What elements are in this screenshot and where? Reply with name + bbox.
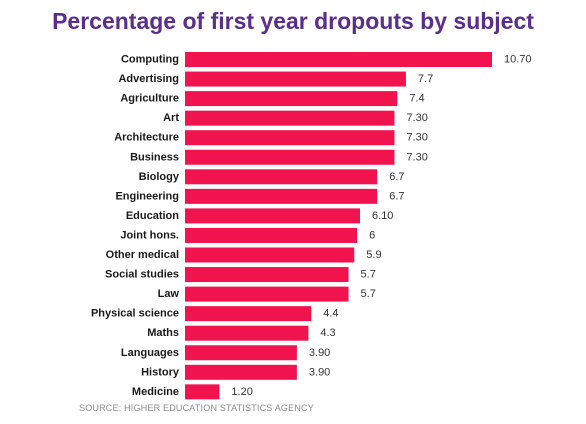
bar-medicine	[185, 384, 220, 400]
value-label-languages: 3.90	[309, 347, 330, 359]
value-label-agriculture: 7.4	[409, 93, 424, 105]
bar-languages	[185, 345, 297, 361]
value-label-history: 3.90	[309, 366, 330, 378]
value-label-social-studies: 5.7	[361, 269, 376, 281]
bar-history	[185, 364, 297, 380]
category-label-advertising: Advertising	[118, 73, 179, 85]
bar-agriculture	[185, 91, 398, 107]
category-label-medicine: Medicine	[132, 386, 179, 398]
category-label-business: Business	[130, 151, 179, 163]
value-label-business: 7.30	[406, 151, 427, 163]
value-label-law: 5.7	[361, 288, 376, 300]
bar-business	[185, 149, 395, 165]
category-label-engineering: Engineering	[115, 190, 179, 202]
bar-art	[185, 110, 395, 126]
category-label-art: Art	[163, 112, 179, 124]
chart-source-note: SOURCE: HIGHER EDUCATION STATISTICS AGEN…	[79, 403, 314, 413]
bar-other-medical	[185, 247, 355, 263]
value-label-physical-science: 4.4	[323, 308, 338, 320]
value-label-art: 7.30	[406, 112, 427, 124]
category-label-education: Education	[126, 210, 179, 222]
category-label-history: History	[141, 366, 180, 378]
bar-advertising	[185, 71, 406, 87]
bar-physical-science	[185, 306, 312, 322]
value-label-engineering: 6.7	[389, 190, 404, 202]
category-label-agriculture: Agriculture	[120, 93, 179, 105]
value-label-medicine: 1.20	[231, 386, 252, 398]
bar-education	[185, 208, 361, 224]
category-label-languages: Languages	[121, 347, 179, 359]
value-label-maths: 4.3	[320, 327, 335, 339]
bar-architecture	[185, 130, 395, 146]
bar-engineering	[185, 188, 378, 204]
bar-biology	[185, 169, 378, 185]
category-label-social-studies: Social studies	[105, 269, 179, 281]
category-label-physical-science: Physical science	[91, 308, 179, 320]
bar-law	[185, 286, 349, 302]
category-label-law: Law	[158, 288, 180, 300]
value-label-education: 6.10	[372, 210, 393, 222]
category-label-computing: Computing	[121, 54, 179, 66]
value-label-other-medical: 5.9	[366, 249, 381, 261]
bar-joint-hons	[185, 227, 358, 243]
category-label-biology: Biology	[139, 171, 180, 183]
bar-computing	[185, 52, 492, 67]
category-label-other-medical: Other medical	[106, 249, 179, 261]
category-label-joint-hons: Joint hons.	[120, 229, 179, 241]
bar-social-studies	[185, 267, 349, 283]
category-label-maths: Maths	[147, 327, 179, 339]
value-label-advertising: 7.7	[418, 73, 433, 85]
value-label-biology: 6.7	[389, 171, 404, 183]
chart-title: Percentage of first year dropouts by sub…	[52, 8, 534, 34]
value-label-computing: 10.70	[504, 54, 532, 66]
bar-maths	[185, 325, 309, 341]
value-label-joint-hons: 6	[369, 229, 375, 241]
value-label-architecture: 7.30	[406, 132, 427, 144]
category-label-architecture: Architecture	[114, 132, 179, 144]
